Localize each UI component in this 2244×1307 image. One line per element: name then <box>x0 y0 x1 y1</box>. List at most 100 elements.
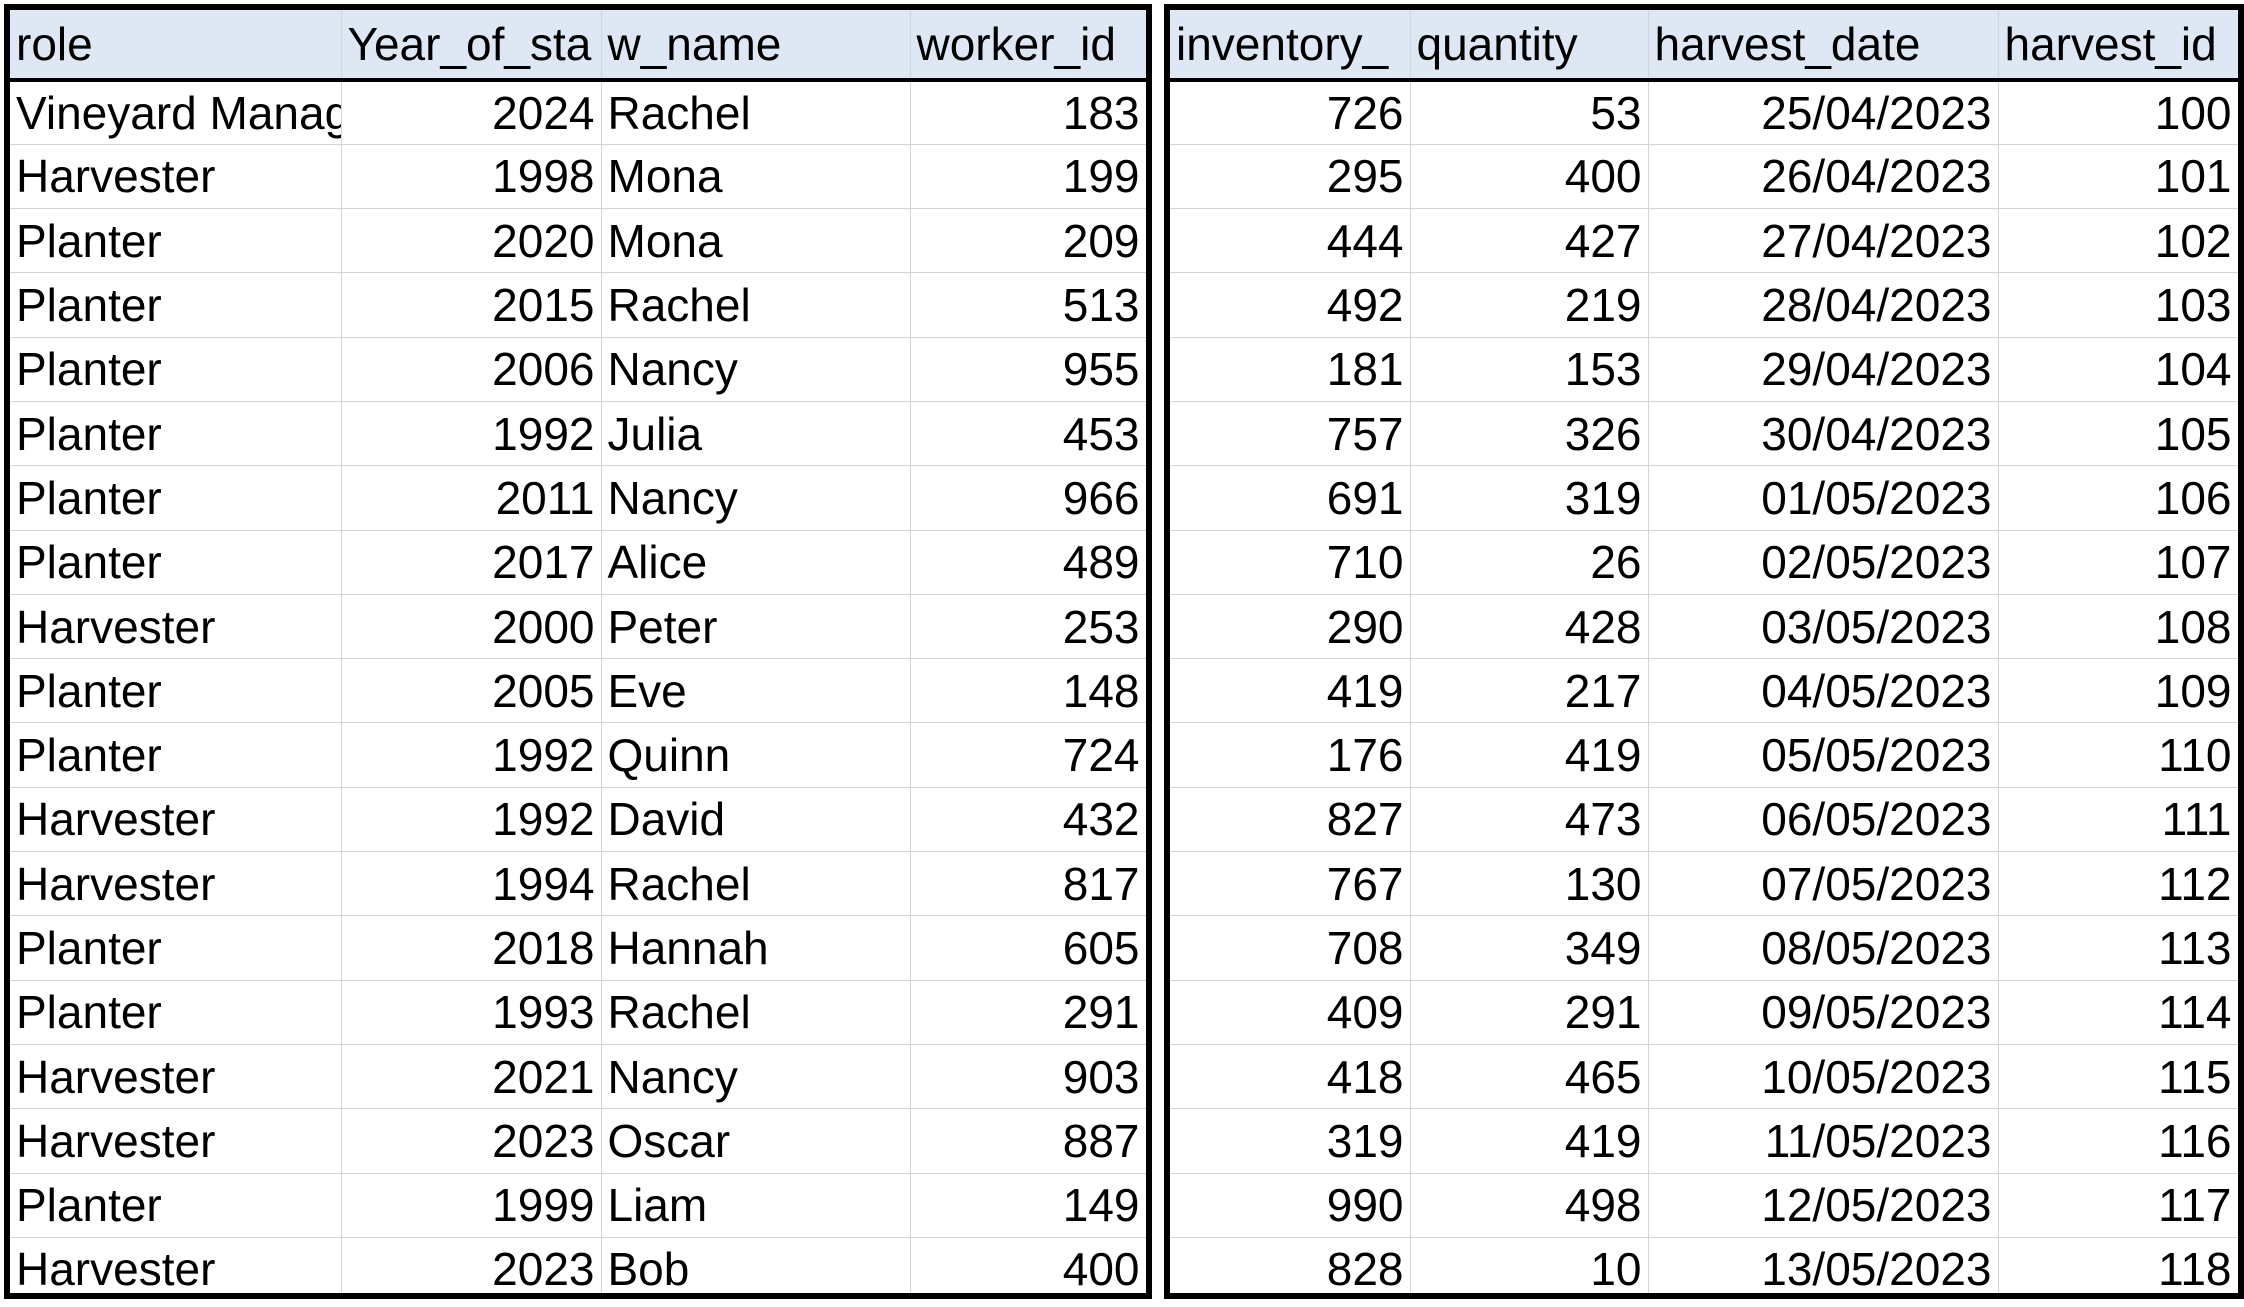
table-cell[interactable]: Julia <box>601 401 911 467</box>
table-cell[interactable]: Nancy <box>601 465 911 531</box>
table-cell[interactable]: 118 <box>1998 1237 2238 1293</box>
table-cell[interactable]: Oscar <box>601 1108 911 1174</box>
table-cell[interactable]: 107 <box>1998 530 2238 595</box>
table-cell[interactable]: Planter <box>10 915 342 981</box>
table-cell[interactable]: 176 <box>1170 722 1411 788</box>
table-cell[interactable]: 26/04/2023 <box>1648 144 1999 210</box>
harvests-column-header[interactable]: inventory_ <box>1170 10 1411 82</box>
table-cell[interactable]: 05/05/2023 <box>1648 722 1999 788</box>
table-cell[interactable]: 53 <box>1410 80 1649 145</box>
table-cell[interactable]: 2023 <box>341 1108 602 1174</box>
table-cell[interactable]: Planter <box>10 530 342 595</box>
table-cell[interactable]: 708 <box>1170 915 1411 981</box>
table-cell[interactable]: Nancy <box>601 1044 911 1110</box>
table-cell[interactable]: 2005 <box>341 658 602 724</box>
table-cell[interactable]: 217 <box>1410 658 1649 724</box>
table-cell[interactable]: Planter <box>10 658 342 724</box>
table-cell[interactable]: Nancy <box>601 337 911 402</box>
table-cell[interactable]: 153 <box>1410 337 1649 402</box>
table-cell[interactable]: 109 <box>1998 658 2238 724</box>
table-cell[interactable]: 1999 <box>341 1173 602 1238</box>
table-cell[interactable]: 903 <box>910 1044 1146 1110</box>
table-cell[interactable]: 2011 <box>341 465 602 531</box>
table-cell[interactable]: 419 <box>1410 722 1649 788</box>
table-cell[interactable]: Harvester <box>10 1237 342 1293</box>
table-cell[interactable]: 115 <box>1998 1044 2238 1110</box>
table-cell[interactable]: Harvester <box>10 1108 342 1174</box>
table-cell[interactable]: Alice <box>601 530 911 595</box>
table-cell[interactable]: 199 <box>910 144 1146 210</box>
table-cell[interactable]: 09/05/2023 <box>1648 980 1999 1045</box>
table-cell[interactable]: Hannah <box>601 915 911 981</box>
table-cell[interactable]: 887 <box>910 1108 1146 1174</box>
table-cell[interactable]: 130 <box>1410 851 1649 917</box>
table-cell[interactable]: 25/04/2023 <box>1648 80 1999 145</box>
table-cell[interactable]: 27/04/2023 <box>1648 208 1999 274</box>
table-cell[interactable]: 06/05/2023 <box>1648 787 1999 853</box>
table-cell[interactable]: 117 <box>1998 1173 2238 1238</box>
workers-column-header[interactable]: Year_of_sta <box>341 10 602 82</box>
table-cell[interactable]: 01/05/2023 <box>1648 465 1999 531</box>
table-cell[interactable]: 2000 <box>341 594 602 660</box>
table-cell[interactable]: 10 <box>1410 1237 1649 1293</box>
table-cell[interactable]: Planter <box>10 337 342 402</box>
table-cell[interactable]: Mona <box>601 208 911 274</box>
table-cell[interactable]: Harvester <box>10 144 342 210</box>
table-cell[interactable]: Planter <box>10 401 342 467</box>
table-cell[interactable]: 513 <box>910 272 1146 338</box>
table-cell[interactable]: 101 <box>1998 144 2238 210</box>
table-cell[interactable]: 13/05/2023 <box>1648 1237 1999 1293</box>
table-cell[interactable]: 28/04/2023 <box>1648 272 1999 338</box>
table-cell[interactable]: 03/05/2023 <box>1648 594 1999 660</box>
table-cell[interactable]: Planter <box>10 208 342 274</box>
table-cell[interactable]: Planter <box>10 465 342 531</box>
table-cell[interactable]: Rachel <box>601 851 911 917</box>
table-cell[interactable]: 209 <box>910 208 1146 274</box>
table-cell[interactable]: 409 <box>1170 980 1411 1045</box>
table-cell[interactable]: 827 <box>1170 787 1411 853</box>
table-cell[interactable]: 465 <box>1410 1044 1649 1110</box>
table-cell[interactable]: Harvester <box>10 851 342 917</box>
table-cell[interactable]: 02/05/2023 <box>1648 530 1999 595</box>
table-cell[interactable]: 453 <box>910 401 1146 467</box>
table-cell[interactable]: 2021 <box>341 1044 602 1110</box>
table-cell[interactable]: 489 <box>910 530 1146 595</box>
table-cell[interactable]: 110 <box>1998 722 2238 788</box>
table-cell[interactable]: Planter <box>10 722 342 788</box>
table-cell[interactable]: 691 <box>1170 465 1411 531</box>
table-cell[interactable]: 2023 <box>341 1237 602 1293</box>
table-cell[interactable]: 444 <box>1170 208 1411 274</box>
harvests-column-header[interactable]: quantity <box>1410 10 1649 82</box>
table-cell[interactable]: 1992 <box>341 401 602 467</box>
table-cell[interactable]: Harvester <box>10 787 342 853</box>
table-cell[interactable]: 103 <box>1998 272 2238 338</box>
workers-column-header[interactable]: role <box>10 10 342 82</box>
table-cell[interactable]: 2020 <box>341 208 602 274</box>
workers-column-header[interactable]: worker_id <box>910 10 1146 82</box>
table-cell[interactable]: 290 <box>1170 594 1411 660</box>
table-cell[interactable]: 1992 <box>341 722 602 788</box>
table-cell[interactable]: 326 <box>1410 401 1649 467</box>
table-cell[interactable]: 1992 <box>341 787 602 853</box>
table-cell[interactable]: 04/05/2023 <box>1648 658 1999 724</box>
table-cell[interactable]: 219 <box>1410 272 1649 338</box>
table-cell[interactable]: 253 <box>910 594 1146 660</box>
table-cell[interactable]: Harvester <box>10 1044 342 1110</box>
table-cell[interactable]: 149 <box>910 1173 1146 1238</box>
table-cell[interactable]: 498 <box>1410 1173 1649 1238</box>
table-cell[interactable]: 104 <box>1998 337 2238 402</box>
table-cell[interactable]: 295 <box>1170 144 1411 210</box>
table-cell[interactable]: Eve <box>601 658 911 724</box>
table-cell[interactable]: 605 <box>910 915 1146 981</box>
table-cell[interactable]: 726 <box>1170 80 1411 145</box>
table-cell[interactable]: 990 <box>1170 1173 1411 1238</box>
table-cell[interactable]: Rachel <box>601 80 911 145</box>
table-cell[interactable]: 319 <box>1410 465 1649 531</box>
table-cell[interactable]: 419 <box>1410 1108 1649 1174</box>
table-cell[interactable]: 148 <box>910 658 1146 724</box>
table-cell[interactable]: 100 <box>1998 80 2238 145</box>
table-cell[interactable]: 07/05/2023 <box>1648 851 1999 917</box>
table-cell[interactable]: 291 <box>1410 980 1649 1045</box>
table-cell[interactable]: Rachel <box>601 272 911 338</box>
table-cell[interactable]: 710 <box>1170 530 1411 595</box>
